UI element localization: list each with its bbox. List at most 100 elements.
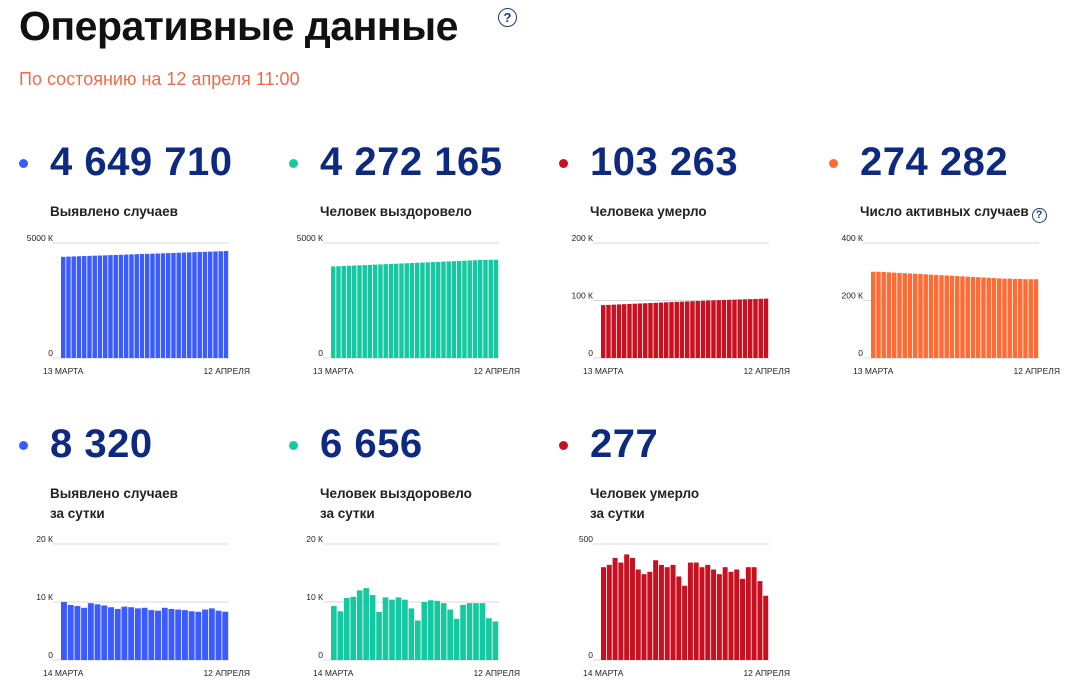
bar (108, 255, 113, 358)
bar (440, 603, 447, 660)
bar (939, 275, 944, 358)
y-tick-label: 0 (48, 650, 53, 660)
bar (331, 266, 336, 358)
bar (118, 254, 124, 358)
y-tick-label: 0 (318, 650, 323, 660)
bar (653, 560, 659, 660)
bar (742, 299, 748, 358)
bar (493, 259, 499, 358)
bar (700, 300, 706, 358)
bar (389, 599, 395, 660)
stat-value: 6 656 (320, 422, 423, 466)
stat-panel-daily-deaths: 277 Человек умерло за сутки 500 0 14 МАРТА… (559, 402, 819, 692)
bar (732, 299, 737, 358)
bar (223, 251, 229, 358)
bar (934, 274, 939, 358)
bar (467, 260, 472, 358)
stat-label-line: Человек выздоровело (320, 204, 472, 219)
bar (699, 567, 705, 660)
bar (441, 261, 446, 358)
bar (611, 304, 616, 358)
x-tick-label: 13 МАРТА (853, 366, 894, 376)
series-color-dot (289, 441, 298, 450)
last-updated-subtitle: По состоянию на 12 апреля 11:00 (19, 69, 300, 89)
bar (716, 574, 722, 660)
bar (986, 277, 991, 358)
bar (430, 262, 436, 358)
bar (918, 274, 923, 358)
bar (363, 588, 369, 660)
bar (113, 254, 118, 358)
y-tick-label: 0 (858, 348, 863, 358)
bar (129, 254, 134, 358)
bar (134, 608, 141, 660)
bar (155, 610, 161, 660)
bar (1033, 279, 1039, 358)
bar (350, 596, 357, 660)
y-tick-label: 200 К (842, 291, 864, 301)
bar (727, 299, 732, 358)
bar (949, 275, 955, 358)
x-tick-label: 12 АПРЕЛЯ (473, 366, 520, 376)
y-tick-label: 0 (318, 348, 323, 358)
bar (618, 562, 624, 660)
bar (402, 599, 408, 660)
x-tick-label: 14 МАРТА (43, 668, 84, 678)
bar (907, 273, 913, 358)
y-tick-label: 400 К (842, 233, 864, 243)
help-icon[interactable]: ? (1031, 208, 1047, 223)
bar (462, 260, 467, 358)
bar (421, 602, 428, 660)
bar (997, 278, 1002, 358)
bar (121, 606, 128, 660)
help-icon[interactable]: ? (498, 8, 517, 27)
bar (97, 255, 103, 358)
bar (408, 608, 415, 660)
bar (492, 621, 499, 660)
bar (101, 605, 108, 660)
stat-label-line: Человека умерло (590, 204, 707, 219)
y-tick-label: 0 (48, 348, 53, 358)
bar (447, 609, 453, 660)
bar (114, 608, 121, 660)
bar (991, 278, 997, 358)
bar (871, 271, 876, 358)
x-tick-label: 13 МАРТА (313, 366, 354, 376)
bar (728, 571, 734, 660)
bar (208, 608, 215, 660)
bar (944, 275, 949, 358)
bar (622, 304, 627, 358)
bar (721, 299, 727, 358)
bar (376, 611, 382, 660)
x-tick-label: 14 МАРТА (313, 668, 354, 678)
bar (427, 600, 434, 660)
bar (352, 265, 357, 358)
bar (369, 595, 376, 660)
series-color-dot (559, 159, 568, 168)
bar-chart: 5000 К 0 13 МАРТА 12 АПРЕЛЯ (27, 233, 250, 376)
bar (202, 609, 209, 660)
bar (94, 604, 101, 660)
stat-value: 4 649 710 (50, 140, 233, 184)
bar-chart: 20 К 10 К 0 14 МАРТА 12 АПРЕЛЯ (36, 534, 250, 678)
page-title: Оперативные данные (19, 3, 458, 49)
bar (637, 303, 643, 358)
bar (647, 571, 653, 660)
bar (346, 265, 352, 358)
x-tick-label: 12 АПРЕЛЯ (743, 668, 790, 678)
bar (955, 276, 960, 358)
bar (415, 262, 420, 358)
bar-chart: 500 0 14 МАРТА 12 АПРЕЛЯ (579, 534, 790, 678)
stat-label: Человек выздоровело (320, 202, 472, 222)
bar (168, 608, 175, 660)
stat-label: Человека умерло (590, 202, 707, 222)
bar (415, 620, 421, 660)
bar (82, 256, 87, 358)
bar (483, 259, 488, 358)
bar (722, 567, 728, 660)
bar (612, 557, 618, 660)
bar (902, 273, 907, 358)
bar (81, 607, 88, 660)
bar (382, 597, 389, 660)
y-tick-label: 5000 К (27, 233, 53, 243)
